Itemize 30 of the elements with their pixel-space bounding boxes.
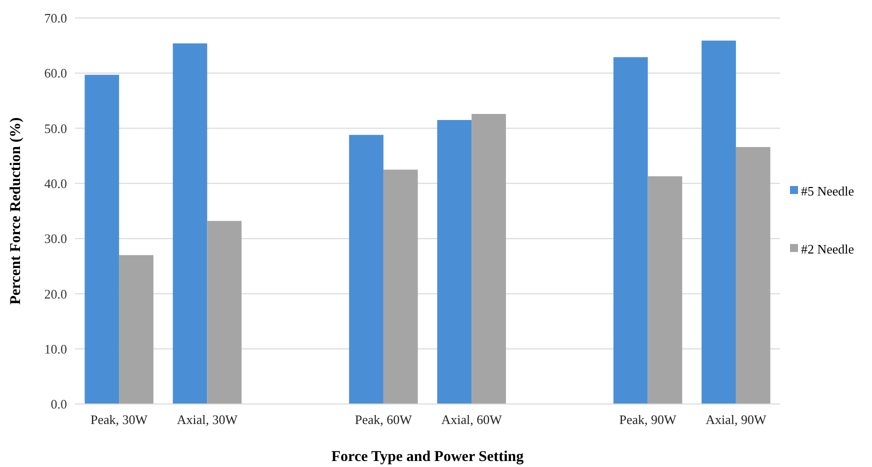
y-tick-label: 70.0	[44, 10, 67, 26]
y-tick-label: 50.0	[44, 120, 67, 136]
bar	[172, 43, 208, 404]
x-tick-label: Peak, 30W	[90, 412, 148, 427]
bar	[648, 176, 682, 404]
y-tick-label: 30.0	[44, 231, 67, 246]
x-tick-label: Axial, 90W	[706, 412, 767, 427]
bar	[437, 120, 472, 404]
bar	[119, 255, 154, 404]
legend-label: #2 Needle	[801, 242, 854, 257]
bar	[702, 40, 736, 404]
y-tick-label: 60.0	[44, 66, 67, 81]
bar	[472, 114, 506, 404]
x-axis-title: Force Type and Power Setting	[331, 449, 524, 465]
y-tick-label: 10.0	[44, 341, 67, 356]
bar	[383, 170, 418, 404]
y-tick-label: 20.0	[44, 286, 67, 302]
legend-label: #5 Needle	[801, 184, 854, 199]
bar	[736, 147, 770, 404]
bar	[207, 220, 242, 404]
y-tick-label: 40.0	[44, 176, 67, 191]
bar	[84, 74, 120, 404]
x-tick-label: Peak, 90W	[619, 412, 678, 427]
bar	[349, 134, 384, 404]
y-axis-title: Percent Force Reduction (%)	[8, 117, 24, 305]
bar	[613, 57, 648, 404]
y-tick-label: 0.0	[50, 396, 67, 412]
x-tick-label: Axial, 30W	[176, 412, 238, 427]
x-tick-label: Axial, 60W	[441, 412, 503, 427]
x-tick-label: Peak, 60W	[354, 412, 413, 427]
